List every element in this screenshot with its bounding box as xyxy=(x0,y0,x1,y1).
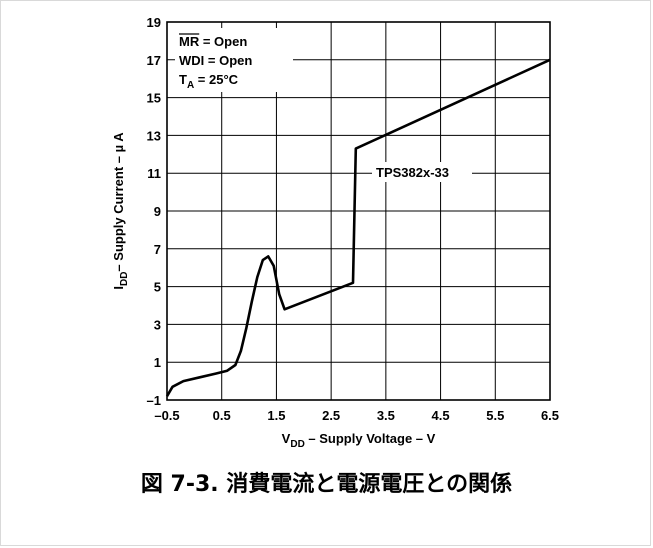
x-tick-label: 2.5 xyxy=(322,408,340,423)
x-tick-label: 6.5 xyxy=(541,408,559,423)
x-tick-label: –0.5 xyxy=(154,408,179,423)
x-axis-ticks: –0.5 0.5 1.5 2.5 3.5 4.5 5.5 6.5 xyxy=(154,408,559,423)
y-tick-label: 1 xyxy=(154,355,161,370)
x-tick-label: 3.5 xyxy=(377,408,395,423)
y-tick-label: 11 xyxy=(147,166,161,181)
x-axis-label-subscript: DD xyxy=(290,439,304,450)
series-label-box xyxy=(372,162,472,182)
y-axis-label: IDD– Supply Current – µ A xyxy=(111,132,130,290)
y-tick-label: 3 xyxy=(154,317,161,332)
y-axis-label-subscript: DD xyxy=(119,272,130,286)
plot-area xyxy=(166,21,551,401)
condition-ta-value: = 25°C xyxy=(194,72,238,87)
condition-mr-value: = Open xyxy=(199,34,247,49)
condition-ta: TA = 25°C xyxy=(179,72,239,91)
condition-wdi: WDI = Open xyxy=(179,53,252,68)
y-tick-label: 13 xyxy=(147,128,161,143)
x-tick-label: 5.5 xyxy=(486,408,504,423)
condition-ta-symbol: T xyxy=(179,72,187,87)
y-axis-label-text: – Supply Current – µ A xyxy=(111,132,126,272)
condition-mr: MR = Open xyxy=(179,34,247,49)
y-tick-label: –1 xyxy=(147,393,161,408)
x-tick-label: 1.5 xyxy=(267,408,285,423)
figure-caption: 図 7-3. 消費電流と電源電圧との関係 xyxy=(140,472,513,497)
y-axis-label-symbol: I xyxy=(111,286,126,290)
condition-ta-subscript: A xyxy=(187,80,194,91)
y-tick-label: 15 xyxy=(147,91,161,106)
y-tick-label: 9 xyxy=(154,204,161,219)
series-line-tps382x-33 xyxy=(165,58,551,397)
condition-mr-signal: MR xyxy=(179,34,200,49)
y-tick-label: 7 xyxy=(154,242,161,257)
x-tick-label: 0.5 xyxy=(213,408,231,423)
y-tick-label: 17 xyxy=(147,53,161,68)
x-axis-label-symbol: V xyxy=(282,431,291,446)
x-axis-label-text: – Supply Voltage – V xyxy=(305,431,436,446)
x-axis-label: VDD – Supply Voltage – V xyxy=(282,431,436,450)
y-tick-label: 5 xyxy=(154,280,161,295)
y-tick-label: 19 xyxy=(147,15,161,30)
x-tick-label: 4.5 xyxy=(432,408,450,423)
conditions-box xyxy=(175,28,293,92)
series-label: TPS382x-33 xyxy=(376,165,449,180)
